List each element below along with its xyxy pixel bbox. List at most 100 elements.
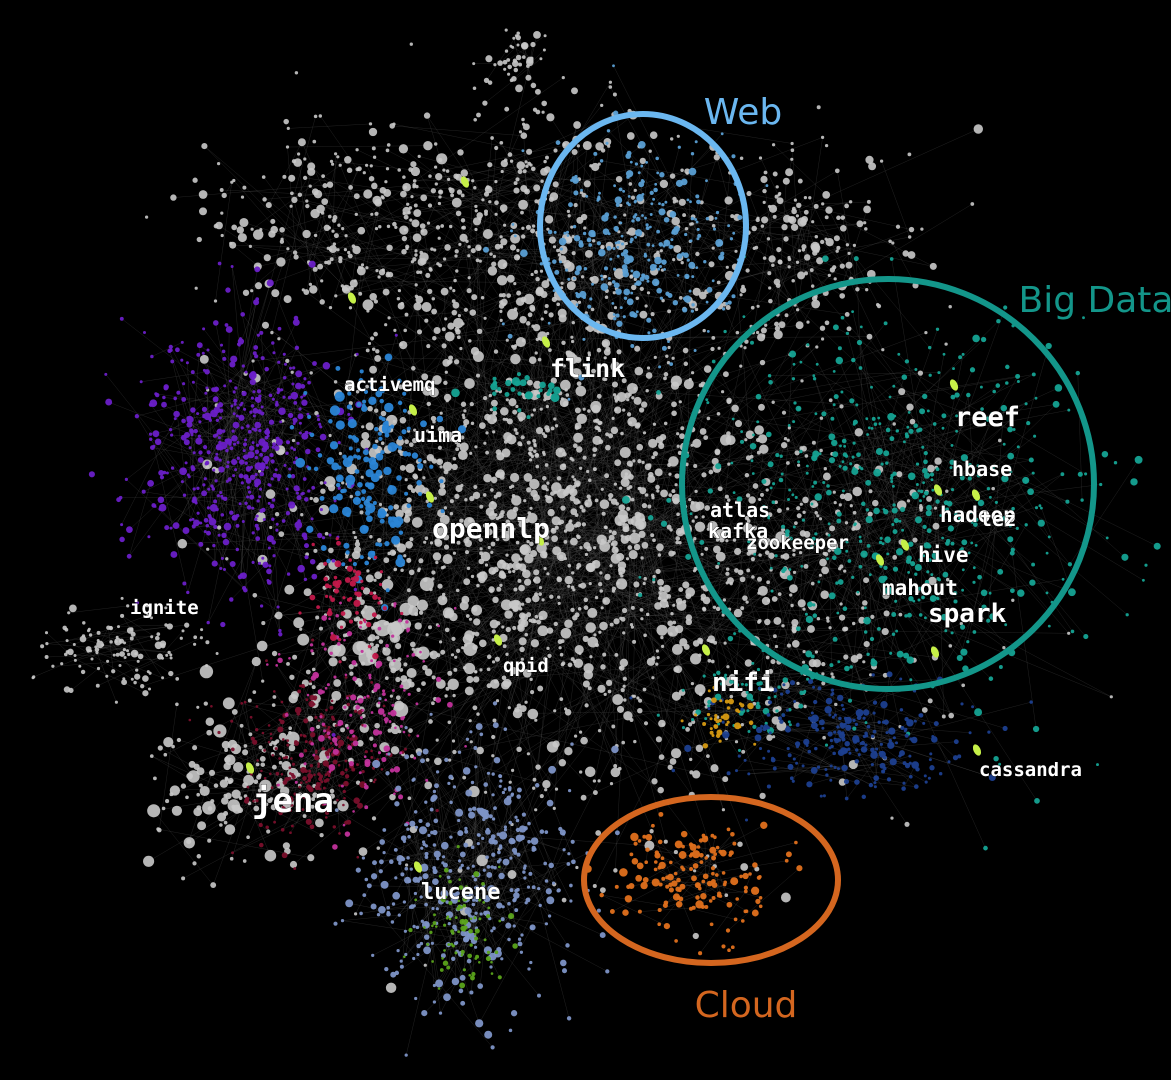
graph-edge — [614, 292, 632, 315]
graph-edge — [401, 869, 412, 967]
graph-edge — [581, 232, 639, 246]
graph-edge — [763, 179, 783, 325]
graph-node — [528, 618, 532, 623]
graph-node — [503, 67, 507, 71]
graph-node — [395, 643, 402, 650]
graph-node — [809, 268, 814, 273]
graph-node — [622, 523, 630, 530]
graph-node — [164, 623, 168, 627]
graph-edge — [378, 484, 578, 617]
graph-node — [576, 562, 582, 569]
graph-node — [297, 192, 303, 198]
graph-node — [645, 612, 650, 617]
graph-node — [436, 653, 441, 658]
graph-node — [290, 370, 294, 374]
graph-node — [405, 463, 415, 473]
graph-node — [405, 540, 413, 549]
graph-edge — [526, 541, 768, 635]
graph-node — [643, 576, 647, 581]
graph-node — [481, 198, 485, 202]
graph-node — [783, 236, 789, 242]
graph-edge — [342, 557, 376, 614]
graph-edge — [774, 201, 851, 218]
graph-node — [448, 224, 453, 229]
graph-node — [149, 754, 154, 758]
graph-node — [517, 623, 524, 631]
graph-node — [353, 912, 358, 916]
graph-node — [810, 284, 815, 288]
graph-node — [608, 85, 613, 89]
graph-node — [777, 592, 782, 596]
graph-edge — [550, 117, 621, 224]
graph-edge — [713, 361, 754, 435]
graph-node — [530, 413, 534, 417]
graph-node — [468, 638, 473, 642]
graph-node — [796, 506, 801, 511]
graph-node — [787, 257, 792, 262]
graph-node — [795, 260, 800, 264]
graph-node — [663, 839, 668, 844]
graph-node — [892, 422, 896, 426]
graph-node — [518, 637, 527, 646]
graph-node — [574, 407, 581, 414]
graph-edge — [121, 615, 158, 639]
graph-node — [389, 694, 393, 698]
graph-edge — [546, 834, 564, 882]
graph-node — [307, 854, 315, 862]
graph-edge — [695, 580, 933, 714]
graph-node — [476, 583, 480, 588]
graph-node — [206, 547, 210, 551]
graph-node — [532, 777, 537, 782]
graph-node — [712, 605, 717, 610]
graph-node — [516, 43, 520, 47]
graph-node — [414, 253, 418, 257]
graph-edge — [517, 820, 570, 1019]
graph-node — [948, 304, 952, 309]
graph-node — [934, 457, 942, 465]
graph-node — [360, 263, 365, 267]
graph-edge — [306, 212, 418, 235]
graph-node — [613, 764, 618, 768]
graph-node — [540, 179, 544, 183]
graph-edge — [659, 294, 742, 556]
graph-node — [130, 649, 139, 658]
graph-edge — [836, 396, 924, 598]
graph-node — [455, 648, 461, 653]
graph-node — [60, 662, 64, 666]
graph-node — [680, 168, 684, 172]
graph-edge — [330, 252, 349, 308]
graph-node — [771, 596, 778, 602]
graph-edge — [700, 640, 915, 661]
graph-node — [744, 472, 750, 478]
graph-node — [639, 310, 648, 319]
graph-edge — [775, 634, 894, 697]
graph-node — [485, 450, 489, 455]
graph-node — [673, 850, 678, 855]
graph-node — [489, 252, 493, 256]
graph-node — [370, 336, 375, 341]
graph-node — [239, 217, 249, 228]
graph-edge — [262, 413, 296, 421]
graph-edge — [193, 382, 291, 416]
graph-node — [600, 538, 605, 543]
graph-edge — [241, 476, 247, 576]
graph-node — [259, 228, 263, 232]
graph-node — [450, 653, 455, 657]
graph-node — [188, 760, 196, 768]
graph-node — [490, 399, 498, 407]
graph-edge — [373, 502, 376, 553]
graph-node — [833, 501, 837, 505]
graph-node — [378, 224, 382, 229]
graph-node — [529, 478, 540, 490]
graph-node — [538, 610, 548, 620]
graph-edge — [399, 654, 453, 732]
graph-node — [667, 620, 674, 627]
graph-node — [476, 328, 483, 335]
graph-node — [652, 538, 656, 543]
graph-node — [608, 492, 614, 499]
graph-node — [511, 494, 516, 498]
graph-node — [508, 780, 512, 784]
graph-node — [390, 661, 395, 666]
graph-node — [404, 863, 409, 867]
graph-node — [125, 649, 130, 653]
